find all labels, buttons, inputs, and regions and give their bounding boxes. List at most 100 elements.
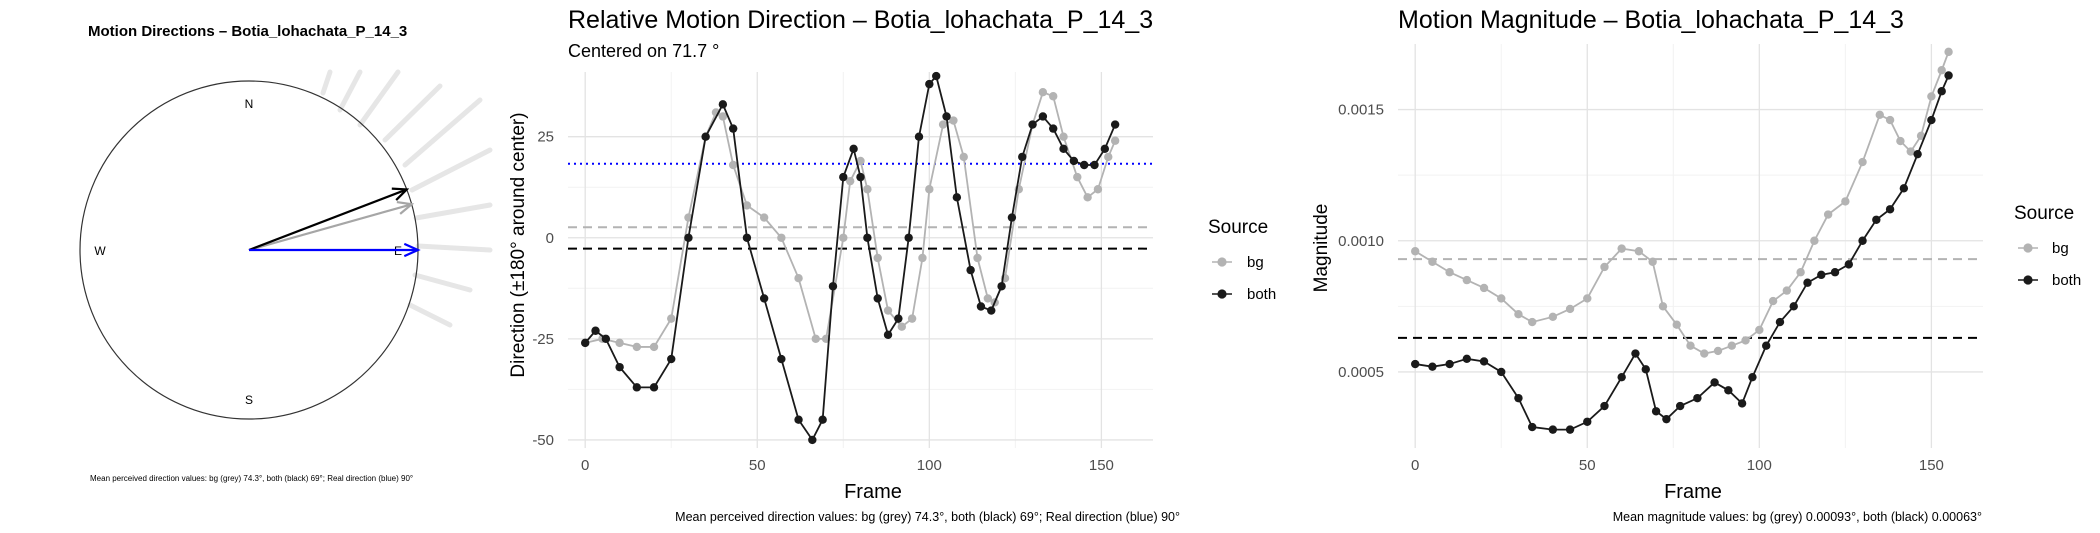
data-point-bg [1479, 283, 1489, 293]
data-point-both [1789, 302, 1798, 311]
data-point-both [1110, 120, 1120, 129]
compass-west-label: W [94, 244, 106, 258]
panel3-y-axis-label: Magnitude [1311, 204, 1332, 293]
x-tick-label: 150 [1089, 457, 1114, 474]
data-point-both [591, 326, 600, 335]
panel-relative-motion-direction: Relative Motion Direction – Botia_lohach… [510, 6, 1276, 524]
data-point-both [667, 354, 676, 364]
data-point-bg [615, 338, 624, 348]
data-point-both [1617, 372, 1626, 382]
grid [1398, 44, 1983, 448]
data-point-bg [1841, 197, 1850, 206]
data-point-bg [1497, 294, 1506, 303]
data-point-bg [728, 160, 738, 170]
data-point-both [1885, 205, 1895, 214]
data-point-both [718, 100, 728, 109]
data-point-bg [949, 116, 958, 125]
data-point-bg [718, 112, 728, 121]
data-point-bg [1823, 210, 1833, 219]
compass-north-label: N [245, 97, 254, 111]
data-point-bg [1937, 66, 1946, 75]
data-point-both [777, 354, 786, 364]
panel1-title: Motion Directions – Botia_lohachata_P_14… [88, 23, 407, 40]
data-point-both [808, 435, 817, 445]
data-point-bg [1944, 47, 1953, 57]
data-point-both [952, 193, 962, 202]
x-tick-label: 0 [1411, 457, 1419, 474]
data-point-bg [1104, 152, 1113, 162]
data-point-both [1631, 349, 1640, 358]
data-point-both [1038, 112, 1048, 121]
data-point-both [1944, 71, 1953, 80]
data-point-both [1651, 407, 1661, 416]
data-point-both [1583, 417, 1592, 426]
data-point-bg [973, 253, 982, 263]
panel3-x-axis-label: Frame [1664, 481, 1722, 503]
data-point-bg [1700, 349, 1709, 358]
data-point-both [925, 79, 934, 89]
data-point-both [1844, 260, 1853, 269]
data-point-both [828, 282, 838, 291]
background-rays [320, 69, 493, 328]
data-point-both [1899, 184, 1909, 193]
data-point-bg [649, 342, 659, 352]
data-point-bg [1713, 346, 1723, 356]
legend-item-both: both [1212, 286, 1276, 303]
panel-motion-directions: Motion Directions – Botia_lohachata_P_14… [79, 23, 493, 483]
data-point-both [818, 415, 827, 424]
data-point-bg [1782, 286, 1792, 295]
data-point-bg [1528, 317, 1537, 327]
compass-arrow-both [248, 187, 410, 252]
series-line-both [1415, 75, 1950, 431]
data-point-bg [863, 185, 872, 194]
data-point-both [615, 362, 624, 372]
data-point-bg [1672, 320, 1681, 329]
legend-label-bg: bg [2052, 240, 2069, 257]
panel2-x-axis-label: Frame [844, 481, 902, 503]
panel2-caption: Mean perceived direction values: bg (gre… [675, 510, 1180, 524]
data-point-bg [1810, 236, 1819, 245]
data-point-both [1514, 393, 1523, 403]
data-point-both [863, 233, 872, 242]
data-point-bg [742, 201, 752, 210]
data-point-both [1775, 317, 1785, 327]
data-point-both [856, 172, 865, 182]
data-point-both [1675, 401, 1685, 411]
data-point-both [1600, 401, 1609, 411]
data-point-both [1445, 359, 1454, 369]
panel2-legend: Source bg both [1208, 217, 1276, 303]
y-tick-label: 0.0010 [1338, 233, 1384, 250]
data-point-bg [938, 120, 948, 129]
data-point-both [1007, 213, 1017, 222]
data-point-bg [918, 253, 927, 263]
data-point-bg [632, 342, 642, 352]
data-point-both [632, 383, 642, 392]
legend-label-both: both [2052, 272, 2081, 289]
data-point-both [976, 302, 986, 311]
data-point-both [883, 330, 893, 339]
x-tick-label: 100 [917, 457, 942, 474]
y-tick-label: 0.0005 [1338, 364, 1384, 381]
data-point-both [1018, 152, 1027, 162]
panel3-legend-title: Source [2014, 203, 2074, 224]
data-point-bg [1548, 312, 1558, 322]
data-point-both [1927, 115, 1936, 125]
data-point-both [1748, 372, 1757, 382]
data-point-both [701, 132, 710, 141]
grid [568, 72, 1153, 448]
data-point-bg [1755, 325, 1764, 335]
data-point-bg [1083, 193, 1092, 202]
data-point-both [966, 265, 975, 275]
legend-item-bg: bg [2018, 240, 2069, 257]
panel-motion-magnitude: Motion Magnitude – Botia_lohachata_P_14_… [1311, 6, 2081, 524]
compass-south-label: S [245, 393, 253, 407]
data-point-both [914, 132, 924, 141]
compass-arrow-bg [248, 200, 415, 252]
data-point-bg [1658, 302, 1668, 311]
data-point-bg [959, 152, 968, 162]
y-tick-label: -50 [532, 432, 554, 449]
data-point-both [684, 233, 693, 242]
data-point-bg [1634, 247, 1644, 256]
panel3-caption: Mean magnitude values: bg (grey) 0.00093… [1613, 510, 1982, 524]
x-tick-label: 100 [1747, 457, 1772, 474]
